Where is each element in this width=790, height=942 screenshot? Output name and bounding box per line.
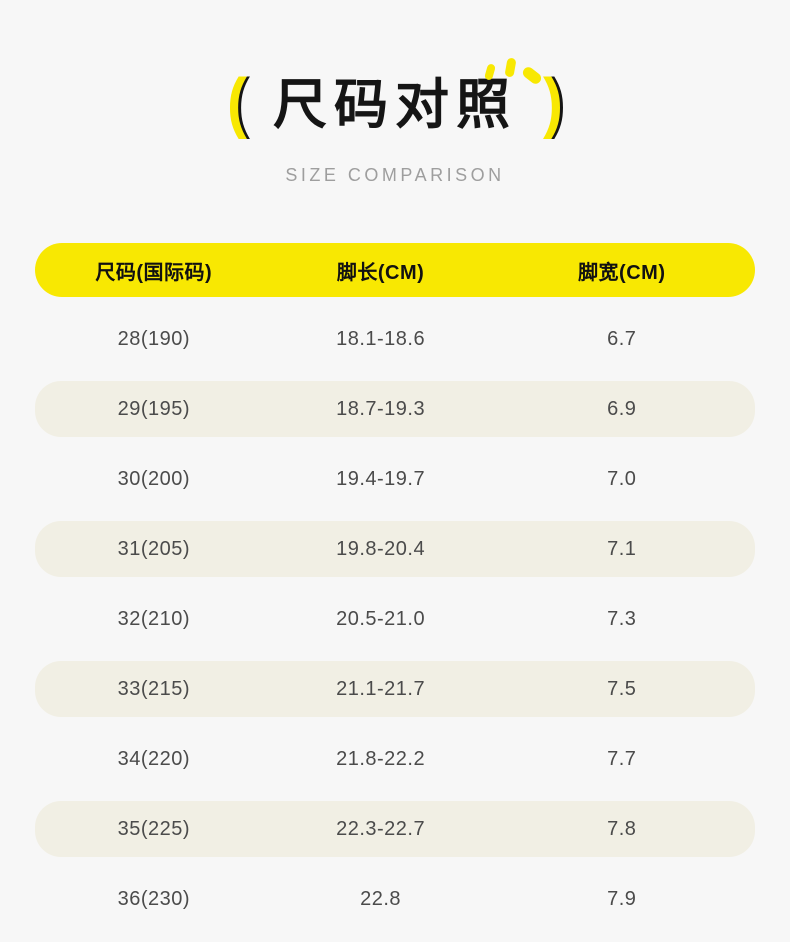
cell-size: 32(210)	[117, 607, 191, 630]
cell-foot-width: 7.1	[607, 537, 637, 560]
table-row: 30(200) 19.4-19.7 7.0	[35, 451, 755, 507]
cell-size: 34(220)	[117, 747, 191, 770]
cell-foot-width: 7.3	[607, 607, 637, 630]
cell-size: 31(205)	[117, 537, 191, 560]
cell-foot-width: 7.8	[607, 817, 637, 840]
cell-size: 28(190)	[117, 327, 191, 350]
column-header-size: 尺码(国际码)	[95, 261, 213, 284]
cell-foot-width: 7.5	[607, 677, 637, 700]
page-title: 尺码对照	[273, 75, 517, 135]
table-row: 33(215) 21.1-21.7 7.5	[35, 661, 755, 717]
table-row: 35(225) 22.3-22.7 7.8	[35, 801, 755, 857]
decorative-paren-right-icon: )	[543, 64, 563, 140]
cell-foot-width: 7.7	[607, 747, 637, 770]
page-title-row: ( 尺码对照 )	[0, 64, 790, 140]
decorative-paren-left-icon: (	[227, 64, 247, 140]
table-row: 34(220) 21.8-22.2 7.7	[35, 731, 755, 787]
table-header-row: 尺码(国际码) 脚长(CM) 脚宽(CM)	[35, 243, 755, 297]
column-header-foot-width: 脚宽(CM)	[578, 261, 666, 284]
table-body: 28(190) 18.1-18.6 6.7 29(195) 18.7-19.3 …	[35, 311, 755, 927]
cell-foot-length: 21.1-21.7	[336, 677, 426, 700]
cell-foot-length: 22.8	[360, 887, 402, 910]
sparkle-dash-1	[483, 63, 497, 81]
cell-foot-length: 19.8-20.4	[336, 537, 426, 560]
cell-foot-width: 7.9	[607, 887, 637, 910]
sparkle-dash-3	[520, 65, 544, 86]
cell-foot-width: 6.9	[607, 397, 637, 420]
sparkle-dashes-icon	[483, 56, 554, 106]
cell-foot-length: 22.3-22.7	[336, 817, 426, 840]
cell-size: 29(195)	[117, 397, 191, 420]
size-table: 尺码(国际码) 脚长(CM) 脚宽(CM) 28(190) 18.1-18.6 …	[35, 243, 755, 927]
cell-foot-length: 20.5-21.0	[336, 607, 426, 630]
sparkle-dash-2	[504, 57, 517, 78]
table-row: 29(195) 18.7-19.3 6.9	[35, 381, 755, 437]
table-row: 32(210) 20.5-21.0 7.3	[35, 591, 755, 647]
page-subtitle: SIZE COMPARISON	[285, 165, 505, 185]
cell-size: 36(230)	[117, 887, 191, 910]
table-row: 28(190) 18.1-18.6 6.7	[35, 311, 755, 367]
cell-foot-length: 19.4-19.7	[336, 467, 426, 490]
cell-size: 30(200)	[117, 467, 191, 490]
table-row: 36(230) 22.8 7.9	[35, 871, 755, 927]
cell-size: 33(215)	[117, 677, 191, 700]
cell-foot-length: 21.8-22.2	[336, 747, 426, 770]
cell-size: 35(225)	[117, 817, 191, 840]
cell-foot-width: 7.0	[607, 467, 637, 490]
cell-foot-length: 18.1-18.6	[336, 327, 426, 350]
cell-foot-width: 6.7	[607, 327, 637, 350]
cell-foot-length: 18.7-19.3	[336, 397, 426, 420]
column-header-foot-length: 脚长(CM)	[336, 261, 425, 284]
table-row: 31(205) 19.8-20.4 7.1	[35, 521, 755, 577]
